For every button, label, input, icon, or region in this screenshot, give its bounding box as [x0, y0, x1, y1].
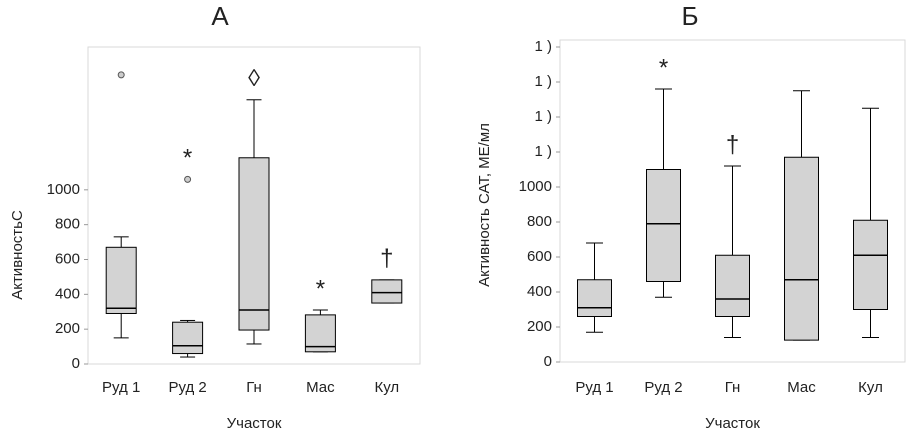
outlier	[184, 175, 192, 183]
x-tick-label: Мас	[306, 379, 335, 396]
y-tick-label: 400	[55, 285, 80, 302]
plot-frame	[87, 46, 421, 365]
box	[784, 156, 819, 341]
y-tick-label: 800	[527, 213, 552, 230]
chart-title: А	[211, 1, 229, 31]
x-tick-label: Руд 2	[168, 379, 206, 396]
box	[715, 254, 750, 317]
x-tick-label: Мас	[787, 379, 816, 396]
y-tick-label: 1 )	[534, 108, 552, 125]
annotation: *	[659, 54, 668, 81]
y-axis-label: АктивностьС	[9, 210, 26, 300]
y-axis-label: Активность САТ, МЕ/мл	[476, 123, 493, 287]
x-tick-label: Гн	[246, 379, 262, 396]
y-tick-label: 600	[527, 248, 552, 265]
x-tick-label: Руд 1	[102, 379, 140, 396]
box	[172, 321, 204, 355]
y-tick-label: 800	[55, 216, 80, 233]
y-tick-label: 200	[55, 320, 80, 337]
plot-frame	[559, 39, 906, 363]
x-tick-label: Руд 1	[575, 379, 613, 396]
x-tick-label: Гн	[725, 379, 741, 396]
outlier	[117, 71, 125, 79]
y-tick-label: 600	[55, 250, 80, 267]
box	[646, 169, 681, 282]
y-tick-label: 1 )	[534, 73, 552, 90]
x-axis-label: Участок	[705, 415, 760, 432]
chart-title: Б	[681, 1, 698, 31]
x-tick-label: Кул	[858, 379, 883, 396]
x-tick-label: Руд 2	[644, 379, 682, 396]
x-axis-label: Участок	[227, 415, 282, 432]
y-tick-label: 0	[544, 353, 552, 370]
annotation: †	[380, 245, 393, 272]
annotation: *	[316, 275, 325, 302]
y-tick-label: 400	[527, 283, 552, 300]
box	[304, 314, 336, 353]
y-tick-label: 1000	[47, 181, 80, 198]
box	[238, 157, 270, 331]
annotation: †	[726, 131, 739, 158]
annotation: ◊	[248, 65, 260, 92]
y-tick-label: 1 )	[534, 38, 552, 55]
x-tick-label: Кул	[374, 379, 399, 396]
y-tick-label: 200	[527, 318, 552, 335]
annotation: *	[183, 145, 192, 172]
y-tick-label: 1 )	[534, 143, 552, 160]
box	[105, 246, 137, 314]
y-tick-label: 0	[72, 355, 80, 372]
y-tick-label: 1000	[519, 178, 552, 195]
box	[853, 219, 888, 310]
box	[577, 279, 612, 317]
box	[371, 279, 403, 304]
